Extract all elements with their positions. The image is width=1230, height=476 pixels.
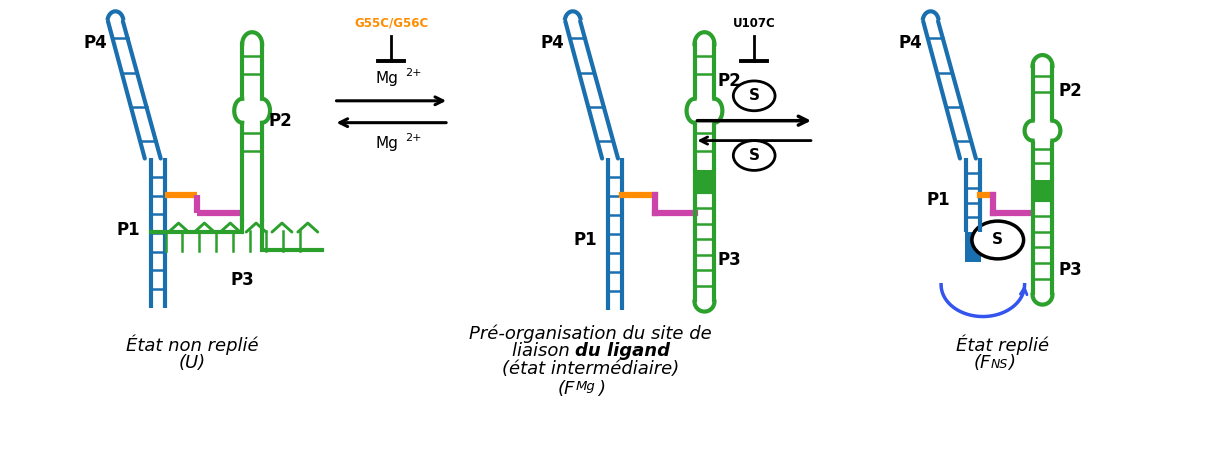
Text: P2: P2 — [717, 72, 742, 90]
Text: P4: P4 — [898, 34, 922, 52]
Text: S: S — [749, 89, 760, 103]
Text: Mg: Mg — [376, 136, 399, 151]
Text: Mg: Mg — [376, 71, 399, 87]
Text: NS: NS — [991, 358, 1009, 371]
Text: ): ) — [598, 380, 605, 398]
Text: S: S — [749, 148, 760, 163]
Text: État replié: État replié — [956, 335, 1049, 355]
Ellipse shape — [733, 140, 775, 170]
Text: Pré-organisation du site de: Pré-organisation du site de — [469, 325, 711, 343]
Text: Mg: Mg — [576, 380, 595, 393]
Text: (U): (U) — [178, 354, 207, 372]
Text: (F: (F — [558, 380, 576, 398]
Text: P2: P2 — [1059, 82, 1082, 100]
Text: P1: P1 — [573, 231, 597, 249]
Ellipse shape — [733, 81, 775, 111]
Text: S: S — [993, 232, 1004, 248]
Text: P4: P4 — [540, 34, 565, 52]
Text: P4: P4 — [84, 34, 107, 52]
Bar — [966, 232, 980, 262]
Text: P3: P3 — [717, 251, 742, 269]
Text: liaison: liaison — [512, 342, 576, 360]
Text: P3: P3 — [230, 271, 255, 289]
Text: P3: P3 — [1059, 261, 1082, 279]
Text: 2+: 2+ — [405, 68, 422, 78]
Bar — [695, 170, 715, 192]
Text: du ligand: du ligand — [576, 342, 670, 360]
Text: (F: (F — [973, 354, 991, 372]
Bar — [1032, 180, 1053, 200]
Text: (état intermédiaire): (état intermédiaire) — [502, 360, 679, 378]
Text: U107C: U107C — [733, 17, 776, 30]
Text: P1: P1 — [926, 191, 950, 209]
Text: ): ) — [1007, 354, 1015, 372]
Text: État non replié: État non replié — [127, 335, 258, 355]
Ellipse shape — [972, 221, 1023, 259]
Text: 2+: 2+ — [405, 133, 422, 143]
Text: G55C/G56C: G55C/G56C — [354, 17, 428, 30]
Text: P2: P2 — [268, 112, 292, 129]
Text: P1: P1 — [116, 221, 140, 239]
